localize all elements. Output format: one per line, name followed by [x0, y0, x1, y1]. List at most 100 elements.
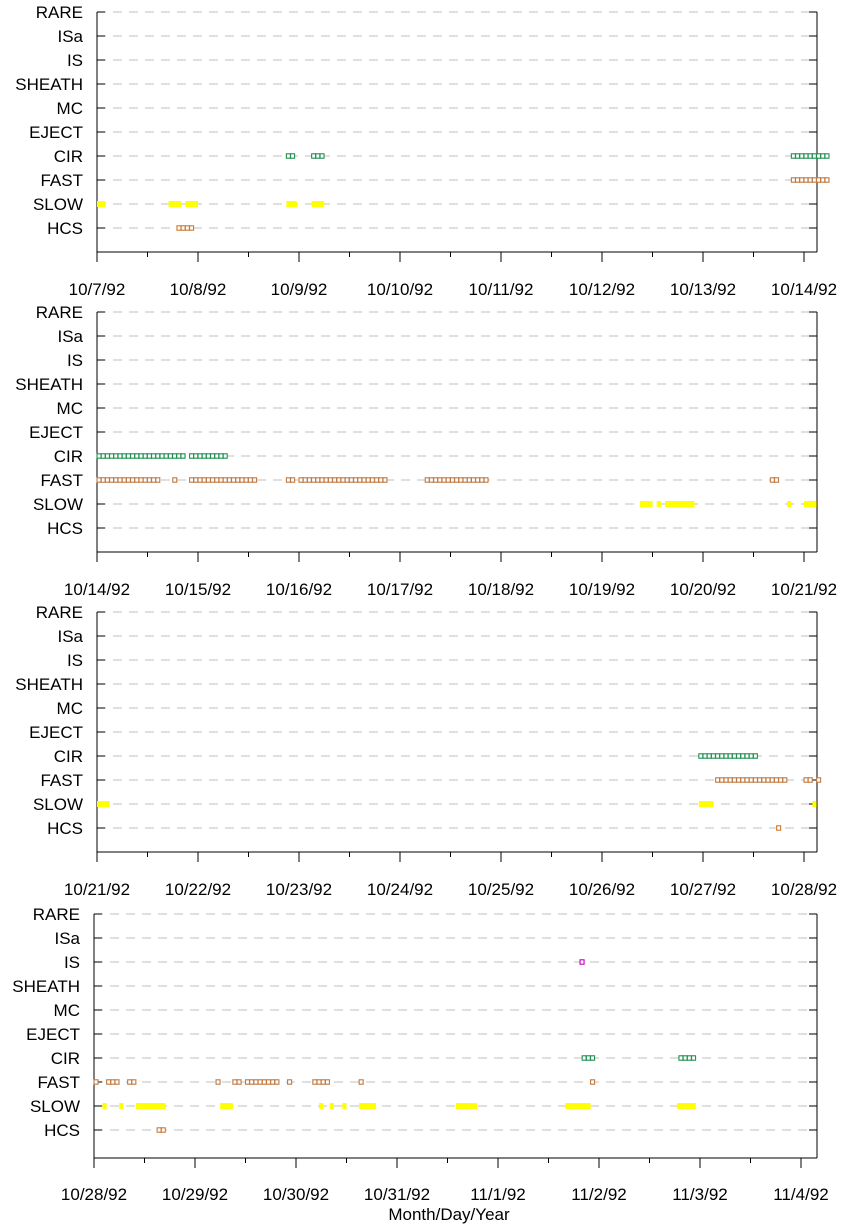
- fast-marker: [470, 477, 477, 483]
- x-tick-label: 10/12/92: [569, 280, 635, 299]
- cir-marker: [795, 153, 801, 159]
- fast-marker: [96, 477, 102, 483]
- y-tick-label: FAST: [37, 1073, 80, 1092]
- fast-marker: [773, 777, 779, 783]
- cir-marker: [736, 753, 742, 759]
- slow-bar-mark: [136, 1103, 166, 1109]
- y-tick-label: SLOW: [33, 195, 83, 214]
- fast-marker: [155, 477, 161, 483]
- y-tick-label: SLOW: [33, 495, 83, 514]
- x-tick-label: 10/21/92: [771, 580, 837, 599]
- slow-bar-mark: [359, 1103, 376, 1109]
- fast-marker: [424, 477, 430, 483]
- slow-bar-mark: [329, 1103, 334, 1109]
- x-tick-label: 11/1/92: [470, 1185, 525, 1204]
- cir-marker: [146, 453, 152, 459]
- fast-marker: [134, 477, 140, 483]
- y-tick-label: RARE: [36, 3, 83, 22]
- cir-marker: [159, 453, 165, 459]
- cir-marker: [799, 153, 805, 159]
- fast-marker: [142, 477, 148, 483]
- fast-marker: [727, 777, 733, 783]
- y-tick-label: RARE: [36, 603, 83, 622]
- hcs-marker: [180, 225, 186, 231]
- fast-marker: [232, 1079, 238, 1085]
- cir-marker: [319, 153, 325, 159]
- fast-marker: [483, 477, 489, 483]
- cir-marker: [142, 453, 148, 459]
- slow-bar-mark: [97, 801, 110, 807]
- fast-marker: [319, 477, 325, 483]
- fast-marker: [437, 477, 443, 483]
- x-tick-label: 11/2/92: [571, 1185, 626, 1204]
- fast-marker: [110, 1079, 116, 1085]
- y-tick-label: MC: [54, 1001, 80, 1020]
- fast-marker: [113, 477, 119, 483]
- x-tick-label: 10/19/92: [569, 580, 635, 599]
- fast-marker: [807, 777, 813, 783]
- fast-marker: [374, 477, 380, 483]
- fast-marker: [257, 1079, 263, 1085]
- fast-marker: [752, 777, 758, 783]
- slow-bar-mark: [220, 1103, 233, 1109]
- fast-marker: [222, 477, 228, 483]
- x-tick-label: 10/24/92: [367, 880, 433, 899]
- slow-bar-mark: [286, 201, 297, 207]
- x-tick-label: 10/13/92: [670, 280, 736, 299]
- fast-marker: [253, 1079, 259, 1085]
- fast-marker: [816, 177, 822, 183]
- fast-marker: [466, 477, 472, 483]
- x-tick-label: 10/30/92: [263, 1185, 329, 1204]
- y-tick-label: IS: [67, 651, 83, 670]
- slow-bar-mark: [311, 201, 325, 207]
- fast-marker: [114, 1079, 120, 1085]
- fast-marker: [445, 477, 451, 483]
- fast-marker: [462, 477, 468, 483]
- cir-marker: [155, 453, 161, 459]
- fast-marker: [382, 477, 388, 483]
- fast-marker: [790, 177, 796, 183]
- cir-marker: [214, 453, 220, 459]
- slow-bar-mark: [342, 1103, 347, 1109]
- chart-panel-4: RARE ISa IS SHEATH MC EJECT CIR FAST SLOW HCS 10/2…: [12, 905, 828, 1204]
- fast-marker: [117, 477, 123, 483]
- cir-marker: [820, 153, 826, 159]
- cir-marker: [197, 453, 203, 459]
- fast-marker: [121, 477, 127, 483]
- y-tick-label: MC: [57, 399, 83, 418]
- x-tick-label: 10/18/92: [468, 580, 534, 599]
- x-tick-label: 10/21/92: [64, 880, 130, 899]
- y-tick-label: EJECT: [29, 123, 83, 142]
- y-tick-label: IS: [67, 351, 83, 370]
- cir-marker: [163, 453, 169, 459]
- fast-marker: [93, 1079, 99, 1085]
- y-tick-label: RARE: [33, 905, 80, 924]
- fast-marker: [244, 1079, 251, 1085]
- cir-marker: [682, 1055, 688, 1061]
- fast-marker: [378, 477, 384, 483]
- fast-marker: [218, 477, 224, 483]
- cir-marker: [113, 453, 119, 459]
- fast-marker: [369, 477, 375, 483]
- fast-marker: [274, 1079, 280, 1085]
- y-tick-label: RARE: [36, 303, 83, 322]
- x-tick-label: 10/26/92: [569, 880, 635, 899]
- fast-marker: [348, 477, 354, 483]
- cir-marker: [109, 453, 115, 459]
- y-tick-label: IS: [64, 953, 80, 972]
- slow-bar-mark: [185, 201, 198, 207]
- x-tick-label: 10/11/92: [469, 280, 534, 299]
- x-tick-label: 10/8/92: [170, 280, 227, 299]
- fast-marker: [239, 477, 245, 483]
- cir-marker: [807, 153, 813, 159]
- cir-marker: [172, 453, 178, 459]
- fast-marker: [287, 1079, 293, 1085]
- cir-marker: [104, 453, 110, 459]
- cir-marker: [180, 453, 186, 459]
- chart-panel-3: RARE ISa IS SHEATH MC EJECT CIR FAST SLOW HCS 10/2…: [15, 603, 837, 899]
- cir-marker: [311, 153, 317, 159]
- fast-marker: [327, 477, 333, 483]
- cir-marker: [727, 753, 733, 759]
- fast-marker: [590, 1079, 596, 1085]
